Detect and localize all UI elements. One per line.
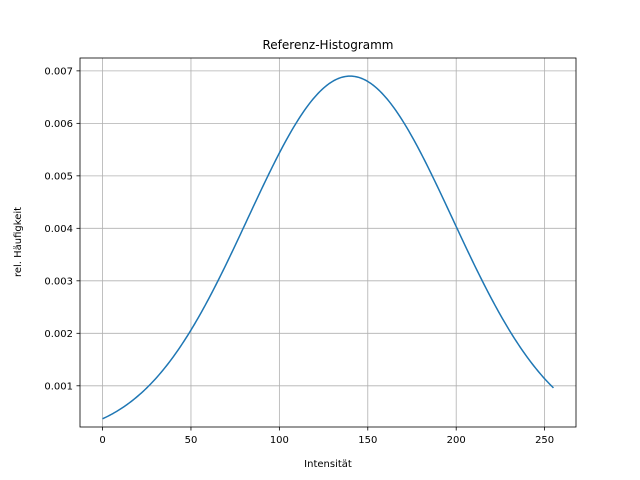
- x-tick-label: 250: [535, 435, 554, 446]
- x-tick-label: 150: [358, 435, 377, 446]
- x-axis-label: Intensität: [304, 459, 352, 470]
- y-tick-label: 0.001: [44, 381, 73, 392]
- y-tick-label: 0.003: [44, 276, 73, 287]
- y-axis-label: rel. Häufigkeit: [13, 207, 24, 277]
- y-tick-label: 0.005: [44, 171, 73, 182]
- grid: [80, 58, 576, 427]
- series-line: [102, 75, 554, 420]
- x-tick-label: 50: [185, 435, 198, 446]
- y-tick-label: 0.002: [44, 329, 73, 340]
- x-tick-label: 100: [270, 435, 289, 446]
- chart-title: Referenz-Histogramm: [262, 38, 393, 52]
- x-tick-label: 0: [99, 435, 105, 446]
- ticks: 0 50 100 150 200 250 0.001 0.002 0.003 0.004 0.005…: [44, 66, 554, 446]
- axes-frame: [79, 57, 577, 428]
- y-tick-label: 0.004: [44, 224, 73, 235]
- y-tick-label: 0.006: [44, 119, 73, 130]
- x-tick-label: 200: [447, 435, 466, 446]
- y-tick-label: 0.007: [44, 66, 73, 77]
- plot-area: [102, 75, 554, 420]
